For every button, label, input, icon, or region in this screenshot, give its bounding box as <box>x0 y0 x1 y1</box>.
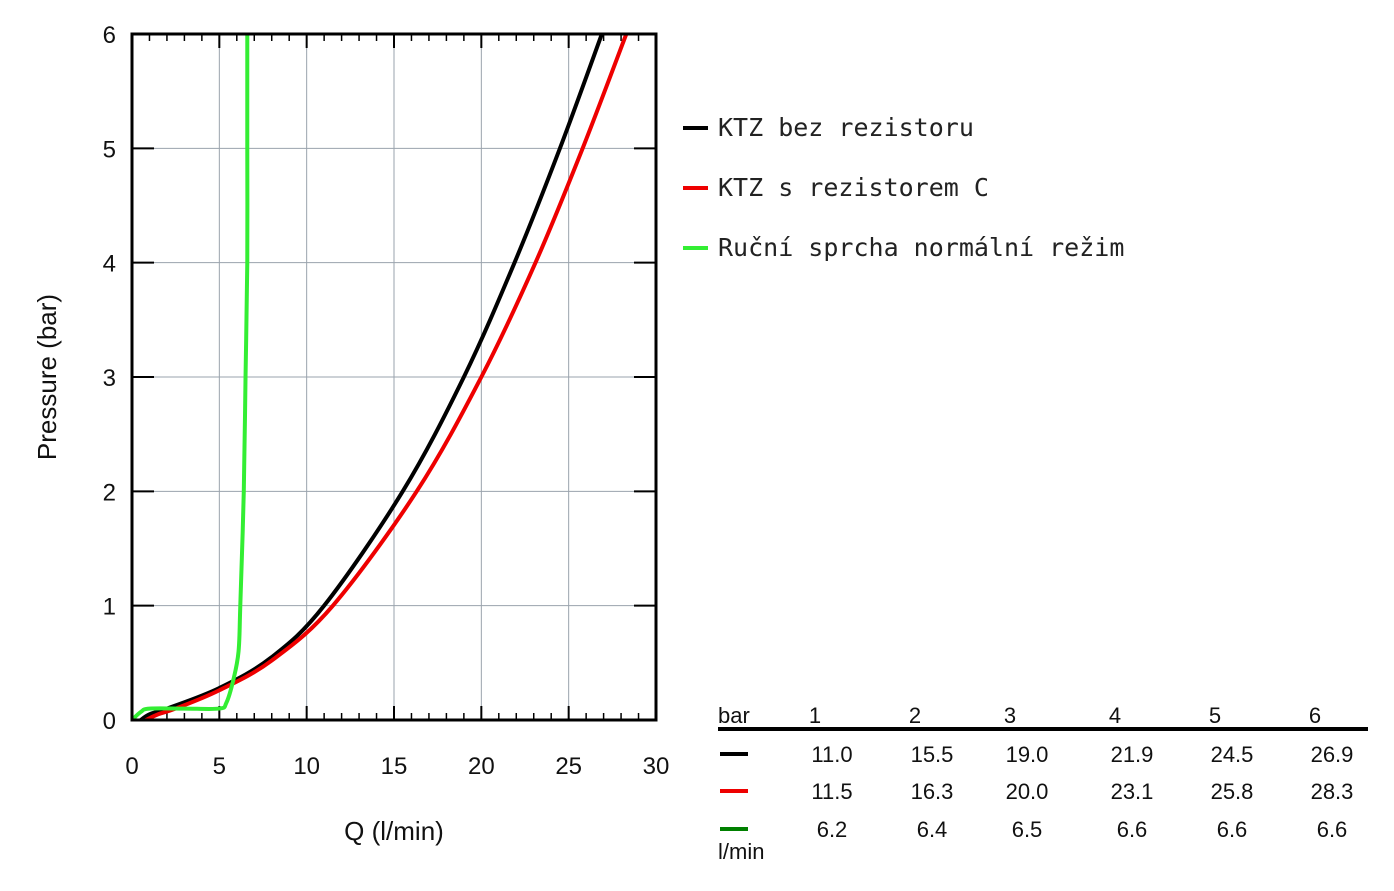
table-cell: 24.5 <box>1211 742 1254 767</box>
table-cell: 6.6 <box>1117 817 1148 842</box>
legend-label-2: KTZ s rezistorem C <box>718 173 989 202</box>
table-column-header: 4 <box>1109 703 1121 728</box>
series-line-3 <box>132 34 250 720</box>
grid <box>132 34 656 720</box>
table-column-header: 6 <box>1309 703 1321 728</box>
table-cell: 28.3 <box>1311 779 1354 804</box>
y-tick-label: 4 <box>103 251 116 278</box>
legend-label-3: Ruční sprcha normální režim <box>718 233 1124 262</box>
y-tick-label: 0 <box>103 708 116 735</box>
table-header-label: bar <box>718 703 750 728</box>
y-tick-label: 2 <box>103 479 116 506</box>
axis-tick-labels: 0 5 10 15 20 25 30 0 1 2 3 4 5 6 <box>103 22 670 780</box>
table-cell: 16.3 <box>911 779 954 804</box>
plot-frame <box>130 32 658 722</box>
y-tick-label: 1 <box>103 594 116 621</box>
x-tick-label: 30 <box>643 753 670 780</box>
table-cell: 6.2 <box>817 817 848 842</box>
table-cell: 6.6 <box>1217 817 1248 842</box>
table-cell: 11.5 <box>811 779 852 804</box>
x-axis-title: Q (l/min) <box>344 816 444 846</box>
y-tick-label: 6 <box>103 22 116 49</box>
table-column-header: 3 <box>1004 703 1016 728</box>
table-cell: 19.0 <box>1006 742 1049 767</box>
y-tick-label: 3 <box>103 365 116 392</box>
table-cell: 23.1 <box>1111 779 1154 804</box>
table-column-header: 5 <box>1209 703 1221 728</box>
x-tick-label: 10 <box>293 753 320 780</box>
y-axis-title: Pressure (bar) <box>32 294 62 460</box>
table-cell: 26.9 <box>1311 742 1354 767</box>
values-table: bar 1 2 3 4 5 6 11.0 15.5 19.0 21.9 24.5 26.9 11.5 16.… <box>718 703 1368 864</box>
table-unit-label: l/min <box>718 839 764 864</box>
legend: KTZ bez rezistoru KTZ s rezistorem C Ruční… <box>683 113 1124 262</box>
table-cell: 11.0 <box>811 742 852 767</box>
table-cell: 20.0 <box>1006 779 1049 804</box>
y-tick-label: 5 <box>103 136 116 163</box>
x-tick-label: 15 <box>381 753 408 780</box>
x-tick-label: 0 <box>125 753 138 780</box>
series-lines <box>132 34 629 720</box>
x-tick-label: 20 <box>468 753 495 780</box>
legend-label-1: KTZ bez rezistoru <box>718 113 974 142</box>
table-cell: 6.6 <box>1317 817 1348 842</box>
table-cell: 25.8 <box>1211 779 1254 804</box>
x-tick-label: 25 <box>555 753 582 780</box>
table-cell: 21.9 <box>1111 742 1154 767</box>
x-tick-label: 5 <box>213 753 226 780</box>
table-cell: 6.5 <box>1012 817 1043 842</box>
table-column-header: 2 <box>909 703 921 728</box>
table-cell: 15.5 <box>911 742 954 767</box>
table-column-header: 1 <box>809 703 821 728</box>
table-cell: 6.4 <box>917 817 948 842</box>
